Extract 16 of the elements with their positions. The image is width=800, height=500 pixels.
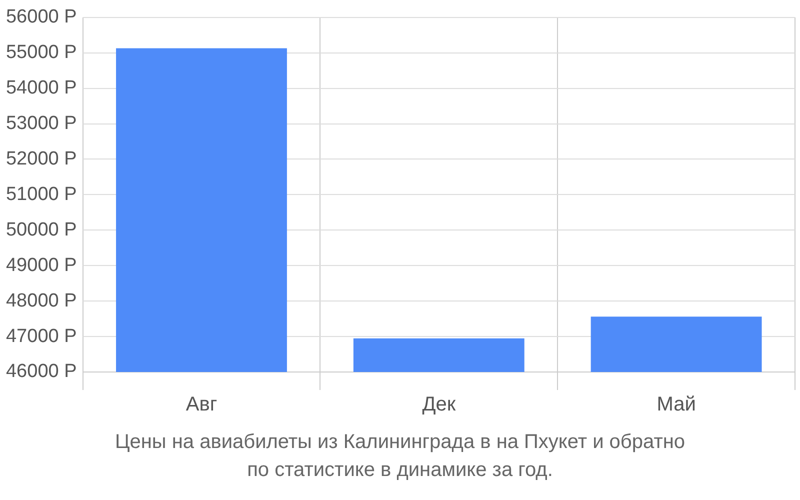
- x-tick-label: Май: [656, 394, 696, 416]
- x-tick-label: Дек: [422, 394, 456, 416]
- y-tick-label: 55000 Р: [6, 42, 77, 64]
- text: Цены на авиабилеты из Калининграда в на Пхукет и обратно: [114, 430, 686, 455]
- text: по статистике в динамике за год.: [246, 458, 554, 483]
- y-tick-label: 53000 Р: [6, 113, 77, 134]
- y-tick-label: 52000 Р: [6, 148, 77, 170]
- y-tick-label: 48000 Р: [6, 290, 77, 312]
- y-tick-label: 54000 Р: [6, 78, 77, 99]
- y-tick-label: 47000 Р: [6, 326, 77, 347]
- y-tick-label: 46000 Р: [6, 361, 77, 382]
- y-tick-label: 51000 Р: [6, 184, 77, 205]
- y-tick-label: 56000 Р: [6, 6, 77, 28]
- y-tick-label: 50000 Р: [6, 219, 77, 240]
- y-tick-label: 49000 Р: [6, 254, 77, 276]
- x-tick-label: Авг: [186, 394, 218, 416]
